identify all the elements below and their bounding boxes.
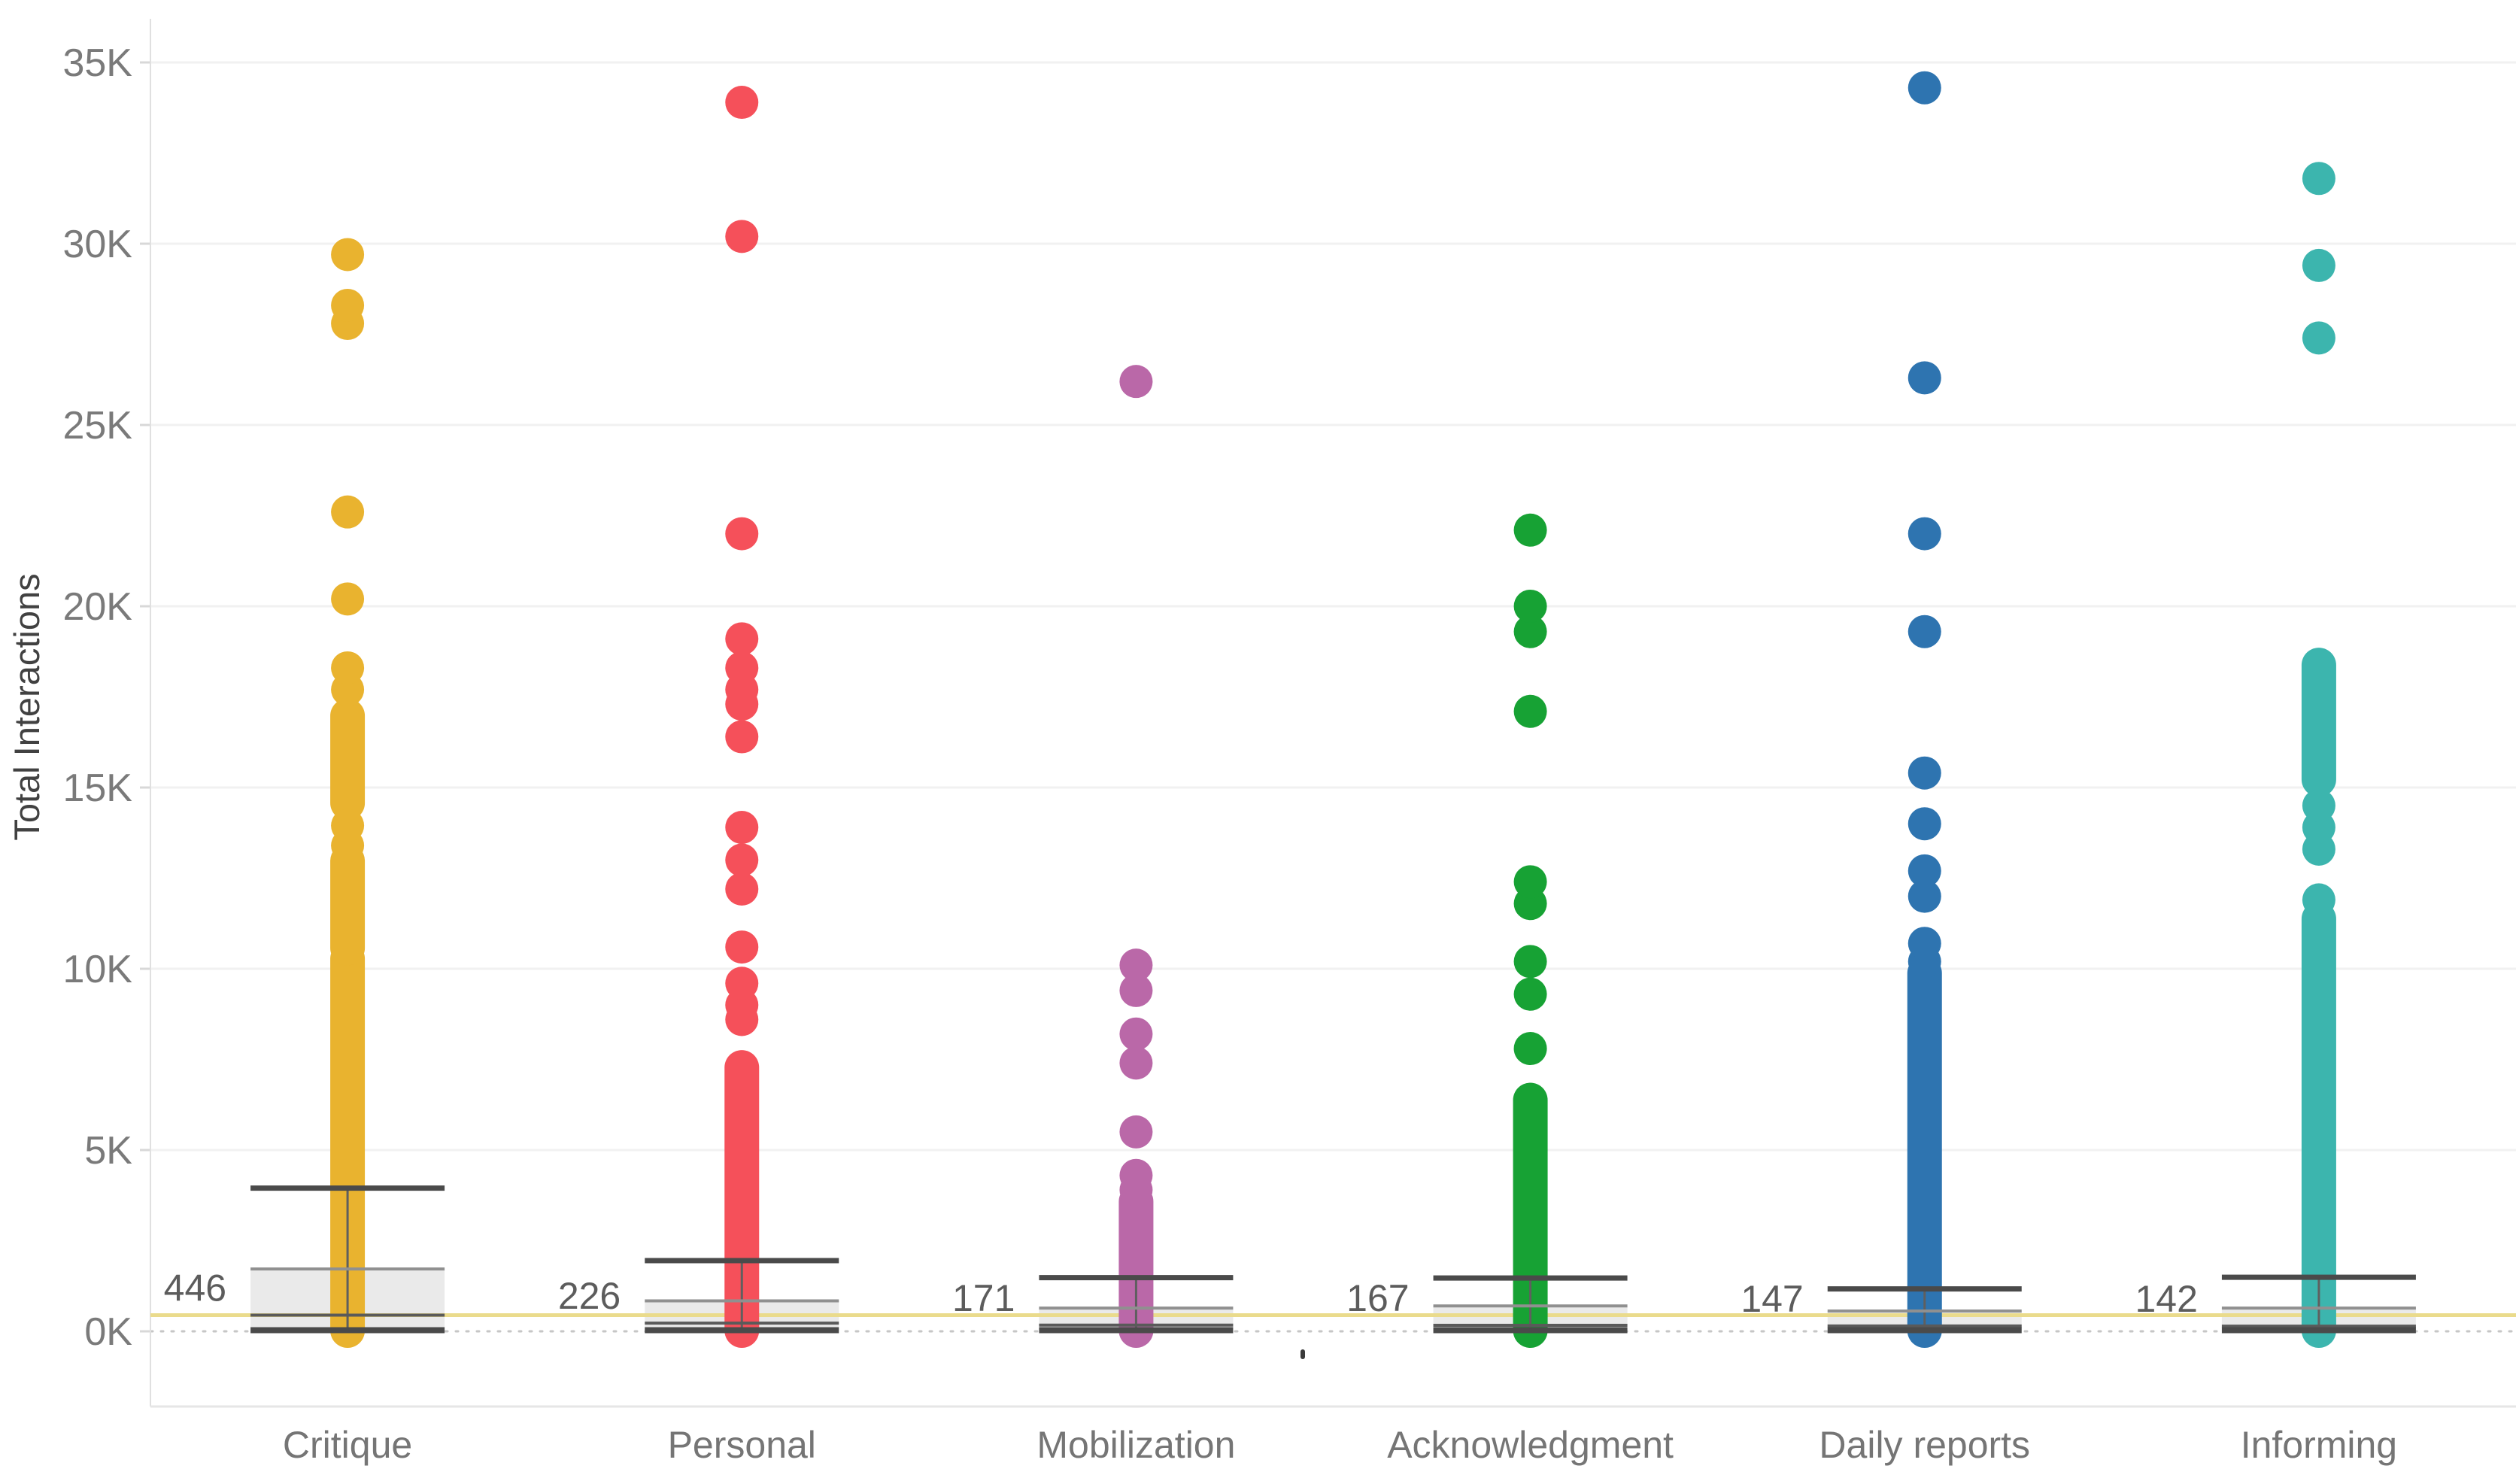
median-value-label: 446 — [164, 1267, 226, 1310]
median-value-label: 167 — [1346, 1277, 1409, 1319]
outlier-dot[interactable] — [331, 582, 365, 616]
median-value-label: 142 — [2135, 1278, 2197, 1320]
outlier-dot[interactable] — [725, 220, 759, 253]
data-point-column[interactable] — [330, 941, 366, 1348]
outlier-dot[interactable] — [1119, 1017, 1153, 1051]
y-tick-label: 0K — [84, 1310, 132, 1354]
outlier-dot[interactable] — [725, 517, 759, 551]
outlier-dot[interactable] — [725, 622, 759, 656]
outlier-dot[interactable] — [725, 651, 759, 684]
x-category-label: Daily reports — [1819, 1424, 2030, 1466]
data-point-column[interactable] — [1907, 955, 1942, 1348]
y-tick-label: 30K — [62, 223, 132, 266]
y-tick-label: 25K — [62, 404, 132, 448]
outlier-dot[interactable] — [725, 872, 759, 906]
outlier-dot[interactable] — [1907, 517, 1941, 551]
outlier-dot[interactable] — [331, 495, 365, 529]
outlier-dot[interactable] — [1119, 1115, 1153, 1149]
data-point-column[interactable] — [724, 1050, 760, 1348]
data-point-column[interactable] — [330, 843, 366, 966]
y-tick-label: 35K — [62, 41, 132, 85]
outlier-dot[interactable] — [1119, 365, 1153, 399]
y-tick-label: 10K — [62, 948, 132, 991]
outlier-dot[interactable] — [2302, 883, 2335, 917]
y-tick-label: 5K — [84, 1129, 132, 1173]
outlier-dot[interactable] — [1119, 948, 1153, 982]
outlier-dot[interactable] — [331, 238, 365, 272]
outlier-dot[interactable] — [1907, 927, 1941, 961]
y-tick-label: 20K — [62, 585, 132, 629]
outlier-dot[interactable] — [2302, 321, 2335, 355]
outlier-dot[interactable] — [1119, 973, 1153, 1007]
outlier-dot[interactable] — [1907, 361, 1941, 395]
data-point-column[interactable] — [330, 698, 366, 821]
outlier-dot[interactable] — [331, 288, 365, 322]
outlier-dot[interactable] — [725, 720, 759, 754]
outlier-dot[interactable] — [1907, 71, 1941, 105]
outlier-dot[interactable] — [331, 809, 365, 842]
outlier-dot[interactable] — [2302, 789, 2335, 823]
outlier-dot[interactable] — [1907, 615, 1941, 648]
outlier-dot[interactable] — [2302, 248, 2335, 282]
outlier-dot[interactable] — [1119, 1158, 1153, 1192]
x-category-label: Critique — [283, 1424, 412, 1466]
outlier-dot[interactable] — [725, 967, 759, 1000]
x-category-label: Informing — [2241, 1424, 2397, 1466]
outlier-dot[interactable] — [1513, 615, 1547, 648]
data-point-column[interactable] — [2301, 901, 2336, 1348]
outlier-dot[interactable] — [725, 811, 759, 845]
outlier-dot[interactable] — [725, 86, 759, 120]
outlier-dot[interactable] — [1513, 977, 1547, 1011]
x-category-label: Personal — [668, 1424, 816, 1466]
median-value-label: 147 — [1741, 1278, 1803, 1320]
outlier-dot[interactable] — [1907, 756, 1941, 790]
outlier-dot[interactable] — [331, 651, 365, 684]
outlier-dot[interactable] — [1513, 513, 1547, 547]
x-category-label: Acknowledgment — [1387, 1424, 1674, 1466]
outlier-dot[interactable] — [1119, 1046, 1153, 1080]
y-tick-label: 15K — [62, 766, 132, 810]
outlier-dot[interactable] — [1513, 694, 1547, 728]
outlier-dot[interactable] — [1907, 807, 1941, 841]
outlier-dot[interactable] — [1907, 879, 1941, 913]
outlier-dot[interactable] — [1513, 865, 1547, 899]
outlier-dot[interactable] — [2302, 162, 2335, 196]
outlier-dot[interactable] — [1513, 1032, 1547, 1066]
median-value-label: 171 — [952, 1277, 1015, 1319]
outlier-dot[interactable] — [1513, 945, 1547, 979]
median-value-label: 226 — [558, 1275, 621, 1317]
data-point-column[interactable] — [2301, 648, 2336, 797]
outlier-dot[interactable] — [1907, 854, 1941, 888]
x-category-label: Mobilization — [1036, 1424, 1235, 1466]
outlier-dot[interactable] — [1513, 590, 1547, 623]
outlier-dot[interactable] — [725, 930, 759, 964]
data-point-column[interactable] — [1513, 1082, 1548, 1348]
outlier-dot[interactable] — [725, 843, 759, 877]
y-axis-title: Total Interactions — [7, 573, 47, 840]
stray-mark — [1300, 1349, 1305, 1359]
